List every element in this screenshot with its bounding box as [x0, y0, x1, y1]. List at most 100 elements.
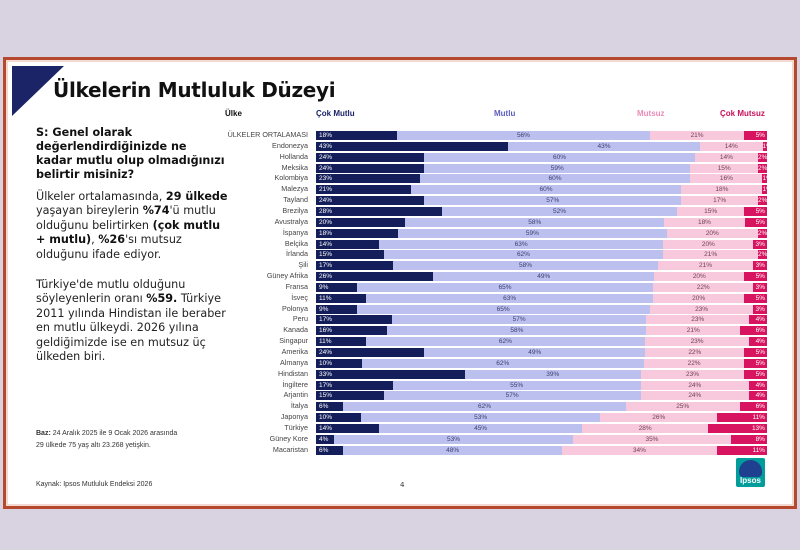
country-label: Arjantin [283, 390, 308, 400]
bar-segment-cok-mutlu: 11% [316, 293, 367, 303]
bar-segment-mutlu: 59% [398, 228, 667, 238]
bar-segment-mutsuz: 14% [700, 141, 763, 151]
bar-segment-cok-mutsuz: 11% [716, 445, 767, 455]
chart-row: Peru 17% 57% 23% 4% [6, 314, 786, 325]
bar-segment-cok-mutsuz: 1% [762, 185, 767, 195]
legend-cok-mutsuz: Çok Mutsuz [720, 109, 765, 118]
chart-row: Amerika 24% 49% 22% 5% [6, 347, 786, 357]
bar-segment-mutlu: 57% [391, 315, 647, 325]
bar-segment-cok-mutsuz: 5% [744, 348, 767, 357]
bar-segment-mutlu: 39% [464, 369, 641, 379]
bar-segment-mutsuz: 20% [654, 272, 745, 282]
country-label: Brezilya [282, 205, 308, 215]
bar-segment-cok-mutsuz: 1% [762, 141, 767, 151]
bar-segment-cok-mutlu: 26% [316, 272, 434, 282]
bar-segment-mutlu: 60% [419, 174, 691, 184]
chart-row: Japonya 10% 53% 26% 11% [6, 412, 786, 423]
base-note: Baz: 24 Aralık 2025 ile 9 Ocak 2026 aras… [36, 430, 178, 449]
bar: 43%43%14%1% [316, 141, 767, 151]
country-label: Kanada [283, 325, 308, 335]
bar: 4% 53% 35% 8% [316, 434, 767, 444]
chart-row: Fransa 9% 65% 22% 3% [6, 281, 786, 292]
chart-row: İsveç 11% 63% 20% 5% [6, 293, 786, 303]
bar-segment-cok-mutlu: 20% [316, 217, 406, 227]
bar-segment-cok-mutsuz: 5% [744, 369, 767, 379]
ipsos-logo: Ipsos [736, 458, 765, 487]
bar-segment-cok-mutsuz: 5% [744, 131, 767, 140]
chart-row: Malezya 21%60%18%1% [6, 184, 786, 195]
bar: 15% 57% 24% 4% [316, 391, 767, 401]
country-label: Fransa [285, 281, 308, 291]
bar-segment-cok-mutsuz: 5% [744, 217, 767, 227]
bar-segment-mutlu: 43% [508, 141, 700, 151]
country-label: Japonya [280, 412, 308, 422]
bar-segment-mutsuz: 20% [653, 293, 745, 303]
bar-segment-cok-mutsuz: 2% [757, 250, 767, 260]
bar-segment-cok-mutsuz: 5% [744, 293, 767, 303]
chart-row: İngiltere 17% 55% 24% 4% [6, 379, 786, 390]
bar-segment-mutlu: 62% [365, 337, 646, 347]
bar: 10% 62% 22% 5% [316, 358, 767, 368]
bar-segment-mutsuz: 20% [663, 239, 754, 249]
bar: 15% 62% 21% 2% [316, 250, 767, 260]
bar: 6% 48% 34% 11% [316, 445, 767, 455]
country-label: Malezya [281, 184, 308, 194]
country-label: Türkiye [284, 422, 308, 432]
bar-segment-mutlu: 49% [433, 272, 655, 282]
legend-cok-mutlu: Çok Mutlu [316, 109, 355, 118]
country-label: Avustralya [274, 216, 308, 226]
bar-segment-mutsuz: 26% [600, 413, 718, 423]
chart-row: Macaristan 6% 48% 34% 11% [6, 444, 786, 455]
bar-segment-cok-mutsuz: 5% [744, 272, 767, 282]
country-label: İngiltere [282, 379, 308, 389]
bar-segment-mutlu: 56% [397, 131, 650, 140]
bar-segment-cok-mutlu: 4% [316, 434, 335, 444]
bar-segment-cok-mutsuz: 4% [748, 380, 767, 390]
bar-segment-cok-mutlu: 14% [316, 423, 380, 433]
bar-segment-cok-mutlu: 23% [316, 174, 420, 184]
bar: 16% 58% 21% 6% [316, 326, 767, 336]
legend-mutlu: Mutlu [494, 109, 516, 118]
bar-segment-mutsuz: 17% [681, 196, 758, 206]
bar-segment-mutlu: 62% [383, 250, 664, 260]
country-label: İtalya [290, 401, 308, 411]
bar-segment-cok-mutlu: 28% [316, 206, 443, 216]
chart-row: Türkiye 14% 45% 28% 13% [6, 422, 786, 433]
bar-segment-cok-mutsuz: 11% [717, 413, 767, 423]
bar-segment-mutsuz: 34% [561, 445, 717, 455]
bar: 17% 58% 21% 3% [316, 261, 767, 271]
bar: 24% 60% 14% 2% [316, 152, 767, 162]
bar-segment-cok-mutlu: 24% [316, 348, 425, 357]
country-label: Belçika [284, 238, 308, 248]
chart-row: Hindistan 33% 39% 23% 5% [6, 369, 786, 379]
bar-segment-cok-mutlu: 18% [316, 228, 398, 238]
bar-segment-mutsuz: 20% [666, 228, 758, 238]
question-text: S: Genel olarak değerlendirdiğinizde ne … [36, 126, 225, 181]
bar-segment-cok-mutlu: 43% [316, 141, 508, 151]
bar-segment-cok-mutsuz: 5% [744, 206, 767, 216]
chart-row: Kanada 16% 58% 21% 6% [6, 325, 786, 336]
chart-row: İtalya 6% 62% 25% 6% [6, 401, 786, 412]
country-label: Hollanda [279, 151, 308, 161]
bar: 24% 49% 22% 5% [316, 348, 767, 357]
bar-segment-mutlu: 60% [424, 152, 695, 162]
bar-segment-mutlu: 65% [357, 282, 654, 292]
bar-segment-mutlu: 49% [424, 348, 646, 357]
bar-segment-cok-mutlu: 9% [316, 304, 357, 314]
turkey-paragraph: Türkiye'de mutlu olduğunu söyleyenlerin … [36, 278, 226, 364]
bar-segment-mutlu: 65% [356, 304, 650, 314]
chart-row: Güney Afrika 26% 49% 20% 5% [6, 271, 786, 282]
bar-segment-cok-mutsuz: 2% [757, 196, 767, 206]
bar-segment-mutsuz: 25% [625, 402, 740, 412]
bar-segment-mutsuz: 23% [640, 369, 745, 379]
bar-segment-cok-mutlu: 17% [316, 380, 393, 390]
bar-segment-mutlu: 57% [424, 196, 682, 206]
bar-segment-cok-mutlu: 11% [316, 337, 366, 347]
bar-segment-mutsuz: 23% [649, 304, 754, 314]
country-label: Kolombiya [274, 173, 308, 183]
country-label: Macaristan [272, 444, 308, 454]
country-label: Güney Kore [269, 433, 308, 443]
bar-segment-cok-mutlu: 6% [316, 445, 344, 455]
chart-row: Arjantin 15% 57% 24% 4% [6, 390, 786, 401]
